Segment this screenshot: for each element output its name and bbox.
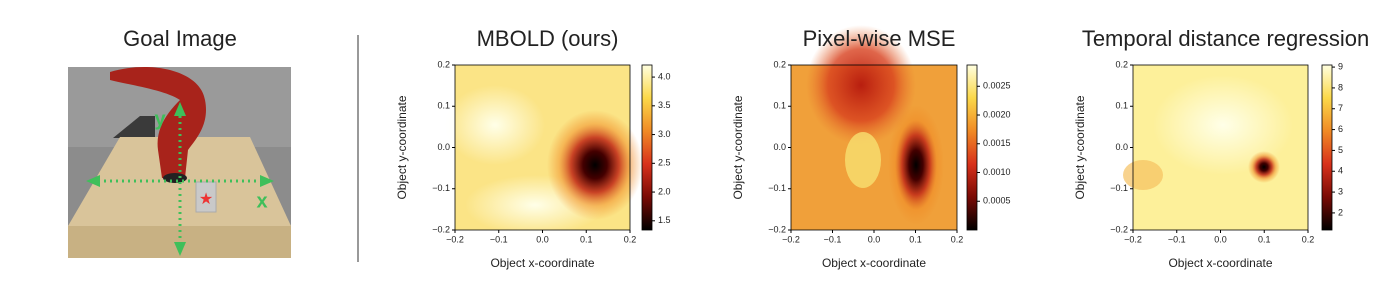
x-axis-label: Object x-coordinate xyxy=(490,256,594,270)
colorbar-tick-label: 3.0 xyxy=(658,129,671,139)
y-tick-label: 0.2 xyxy=(773,59,786,69)
heatmap-panel: Temporal distance regression Object x-coo… xyxy=(1073,26,1369,270)
heatmap-shade xyxy=(1153,75,1293,175)
x-tick-label: −0.1 xyxy=(1168,234,1186,244)
y-tick-label: −0.2 xyxy=(768,224,786,234)
x-tick-label: −0.2 xyxy=(1124,234,1142,244)
chart-title: MBOLD (ours) xyxy=(477,26,619,51)
heatmap-shade xyxy=(1123,160,1163,190)
colorbar-tick-label: 8 xyxy=(1338,82,1343,92)
axis-letter: y xyxy=(154,108,166,130)
x-tick-label: 0.0 xyxy=(1214,234,1227,244)
colorbar xyxy=(1321,64,1333,231)
x-axis-label: Object x-coordinate xyxy=(822,256,926,270)
colorbar-tick-label: 0.0025 xyxy=(983,81,1011,91)
heatmap-spot xyxy=(1248,151,1280,183)
colorbar-tick-label: 0.0015 xyxy=(983,138,1011,148)
chart-title: Temporal distance regression xyxy=(1082,26,1369,51)
x-tick-label: 0.0 xyxy=(536,234,549,244)
colorbar-tick-label: 1.5 xyxy=(658,215,671,225)
x-tick-label: −0.1 xyxy=(824,234,842,244)
y-tick-label: 0.1 xyxy=(437,101,450,111)
x-tick-label: 0.2 xyxy=(1302,234,1315,244)
y-tick-label: 0.0 xyxy=(773,142,786,152)
y-axis-label: Object y-coordinate xyxy=(731,95,745,199)
heatmap-shade xyxy=(845,132,881,188)
colorbar-tick-label: 3 xyxy=(1338,186,1343,196)
x-axis-label: Object x-coordinate xyxy=(1168,256,1272,270)
colorbar-tick-label: 0.0010 xyxy=(983,167,1011,177)
colorbar-tick-label: 2.0 xyxy=(658,186,671,196)
y-tick-label: 0.1 xyxy=(773,101,786,111)
y-tick-label: 0.0 xyxy=(437,142,450,152)
y-tick-label: −0.1 xyxy=(1110,183,1128,193)
x-tick-label: 0.2 xyxy=(624,234,637,244)
heatmap-shade xyxy=(445,85,545,165)
y-tick-label: −0.2 xyxy=(1110,224,1128,234)
heatmap-spot xyxy=(888,105,944,225)
y-tick-label: 0.2 xyxy=(1115,59,1128,69)
heatmap-shade xyxy=(806,25,916,145)
chart-title: Pixel-wise MSE xyxy=(803,26,956,51)
y-tick-label: −0.2 xyxy=(432,224,450,234)
colorbar-tick-label: 0.0005 xyxy=(983,196,1011,206)
x-tick-label: −0.1 xyxy=(490,234,508,244)
x-tick-label: −0.2 xyxy=(782,234,800,244)
goal-image: ★ x y xyxy=(68,67,291,258)
axis-letter: x xyxy=(256,190,267,212)
y-tick-label: 0.2 xyxy=(437,59,450,69)
x-tick-label: 0.0 xyxy=(868,234,881,244)
y-tick-label: 0.1 xyxy=(1115,101,1128,111)
colorbar-tick-label: 3.5 xyxy=(658,100,671,110)
colorbar xyxy=(641,64,653,231)
x-tick-label: 0.2 xyxy=(951,234,964,244)
y-axis-label: Object y-coordinate xyxy=(1073,95,1087,199)
colorbar-tick-label: 6 xyxy=(1338,124,1343,134)
y-tick-label: −0.1 xyxy=(768,183,786,193)
x-tick-label: 0.1 xyxy=(1258,234,1271,244)
x-tick-label: 0.1 xyxy=(580,234,593,244)
colorbar-tick-label: 4.0 xyxy=(658,71,671,81)
y-tick-label: −0.1 xyxy=(432,183,450,193)
x-tick-label: −0.2 xyxy=(446,234,464,244)
heatmap-panel: Pixel-wise MSE Object x-coordinate Object … xyxy=(731,25,1011,270)
goal-title: Goal Image xyxy=(123,26,237,51)
y-tick-label: 0.0 xyxy=(1115,142,1128,152)
colorbar-tick-label: 0.0020 xyxy=(983,109,1011,119)
heatmap-panel: MBOLD (ours) Object x-coordinate Object y-… xyxy=(395,26,670,270)
heatmap-spot xyxy=(547,110,643,220)
y-axis-label: Object y-coordinate xyxy=(395,95,409,199)
colorbar-tick-label: 9 xyxy=(1338,61,1343,71)
colorbar-tick-label: 4 xyxy=(1338,166,1343,176)
colorbar-tick-label: 2 xyxy=(1338,207,1343,217)
colorbar xyxy=(966,64,978,231)
colorbar-tick-label: 5 xyxy=(1338,145,1343,155)
colorbar-tick-label: 2.5 xyxy=(658,158,671,168)
colorbar-tick-label: 7 xyxy=(1338,103,1343,113)
svg-text:★: ★ xyxy=(199,191,213,208)
x-tick-label: 0.1 xyxy=(909,234,922,244)
